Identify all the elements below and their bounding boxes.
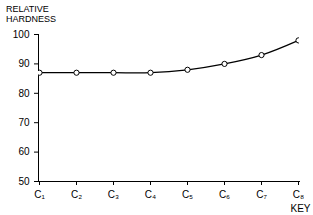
svg-text:C₆: C₆ xyxy=(219,189,230,200)
svg-text:100: 100 xyxy=(13,29,30,40)
svg-text:C₃: C₃ xyxy=(108,189,119,200)
svg-text:KEY: KEY xyxy=(290,203,310,214)
html-text:RELATIVE HARDNESS: RELATIVE HARDNESS xyxy=(6,4,56,24)
svg-text:C₁: C₁ xyxy=(34,189,45,200)
svg-text:C₂: C₂ xyxy=(71,189,82,200)
svg-text:60: 60 xyxy=(18,146,30,157)
svg-text:90: 90 xyxy=(18,58,30,69)
svg-text:C₈: C₈ xyxy=(293,189,304,200)
svg-text:80: 80 xyxy=(18,88,30,99)
svg-text:C₇: C₇ xyxy=(256,189,267,200)
svg-text:50: 50 xyxy=(18,176,30,187)
svg-text:70: 70 xyxy=(18,117,30,128)
svg-text:C₄: C₄ xyxy=(145,189,156,200)
svg-text:C₅: C₅ xyxy=(182,189,193,200)
